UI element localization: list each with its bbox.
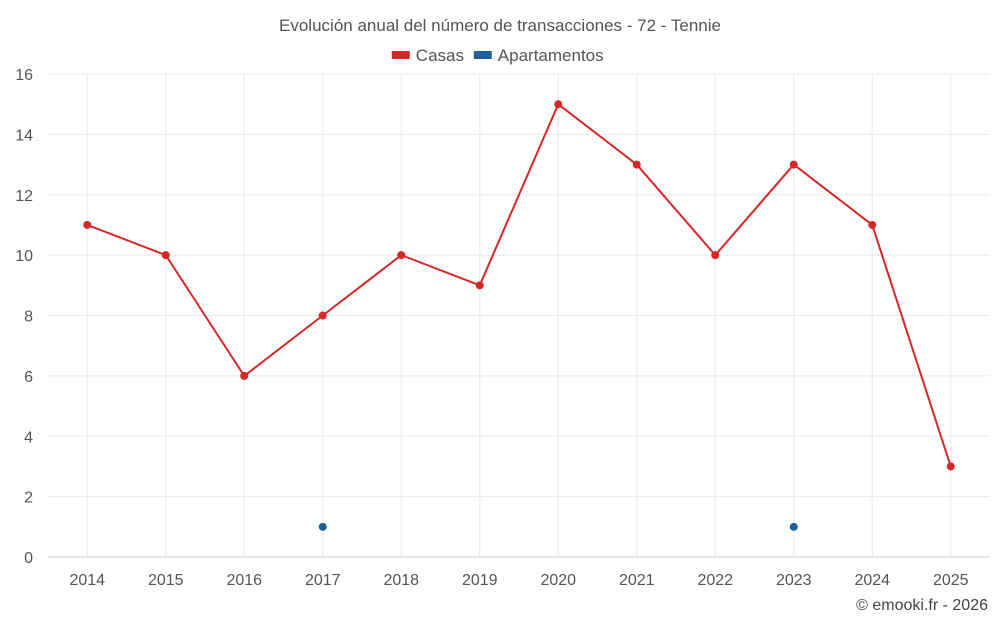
data-point [240,371,249,380]
y-tick-label: 6 [24,369,33,386]
y-tick-label: 14 [15,127,33,144]
x-tick-label: 2022 [697,572,733,589]
series-apartamentos [318,522,798,531]
x-tick-label: 2024 [854,572,890,589]
series-layer [83,100,955,531]
x-tick-label: 2014 [69,572,105,589]
x-tick-label: 2016 [226,572,262,589]
data-point [161,251,170,260]
legend-swatch [391,51,410,59]
y-tick-label: 4 [24,429,33,446]
y-tick-label: 8 [24,309,33,326]
legend-item-apartamentos: Apartamentos [473,46,604,65]
y-tick-label: 2 [24,490,33,507]
data-point [946,462,955,471]
legend-label: Apartamentos [498,46,604,65]
data-point [789,522,798,531]
y-tick-label: 0 [24,550,33,567]
x-tick-label: 2025 [933,572,969,589]
data-point [397,251,406,260]
legend: Casas Apartamentos [391,46,604,65]
x-tick-label: 2015 [148,572,184,589]
y-tick-label: 12 [15,188,33,205]
y-tick-label: 16 [15,67,33,84]
data-point [318,522,327,531]
data-point [632,160,641,169]
data-point [475,281,484,290]
legend-swatch [473,51,492,59]
axes: 0 2 4 6 8 10 12 14 16 2014 2015 2016 2017 2018 2019 202… [15,67,990,589]
x-tick-label: 2023 [776,572,812,589]
x-tick-label: 2018 [383,572,419,589]
credit-text: © emooki.fr - 2026 [856,597,988,614]
series-casas [83,100,955,471]
data-point [868,220,877,229]
data-point [83,220,92,229]
grid [48,73,990,557]
x-tick-label: 2019 [462,572,498,589]
x-tick-label: 2020 [540,572,576,589]
x-tick-label: 2017 [305,572,341,589]
legend-item-casas: Casas [391,46,464,65]
x-tick-label: 2021 [619,572,655,589]
chart-title: Evolución anual del número de transaccio… [279,16,721,35]
data-point [554,100,563,109]
data-point [711,251,720,260]
legend-label: Casas [416,46,464,65]
y-tick-label: 10 [15,248,33,265]
data-point [789,160,798,169]
data-point [318,311,327,320]
series-line-casas [86,103,952,467]
